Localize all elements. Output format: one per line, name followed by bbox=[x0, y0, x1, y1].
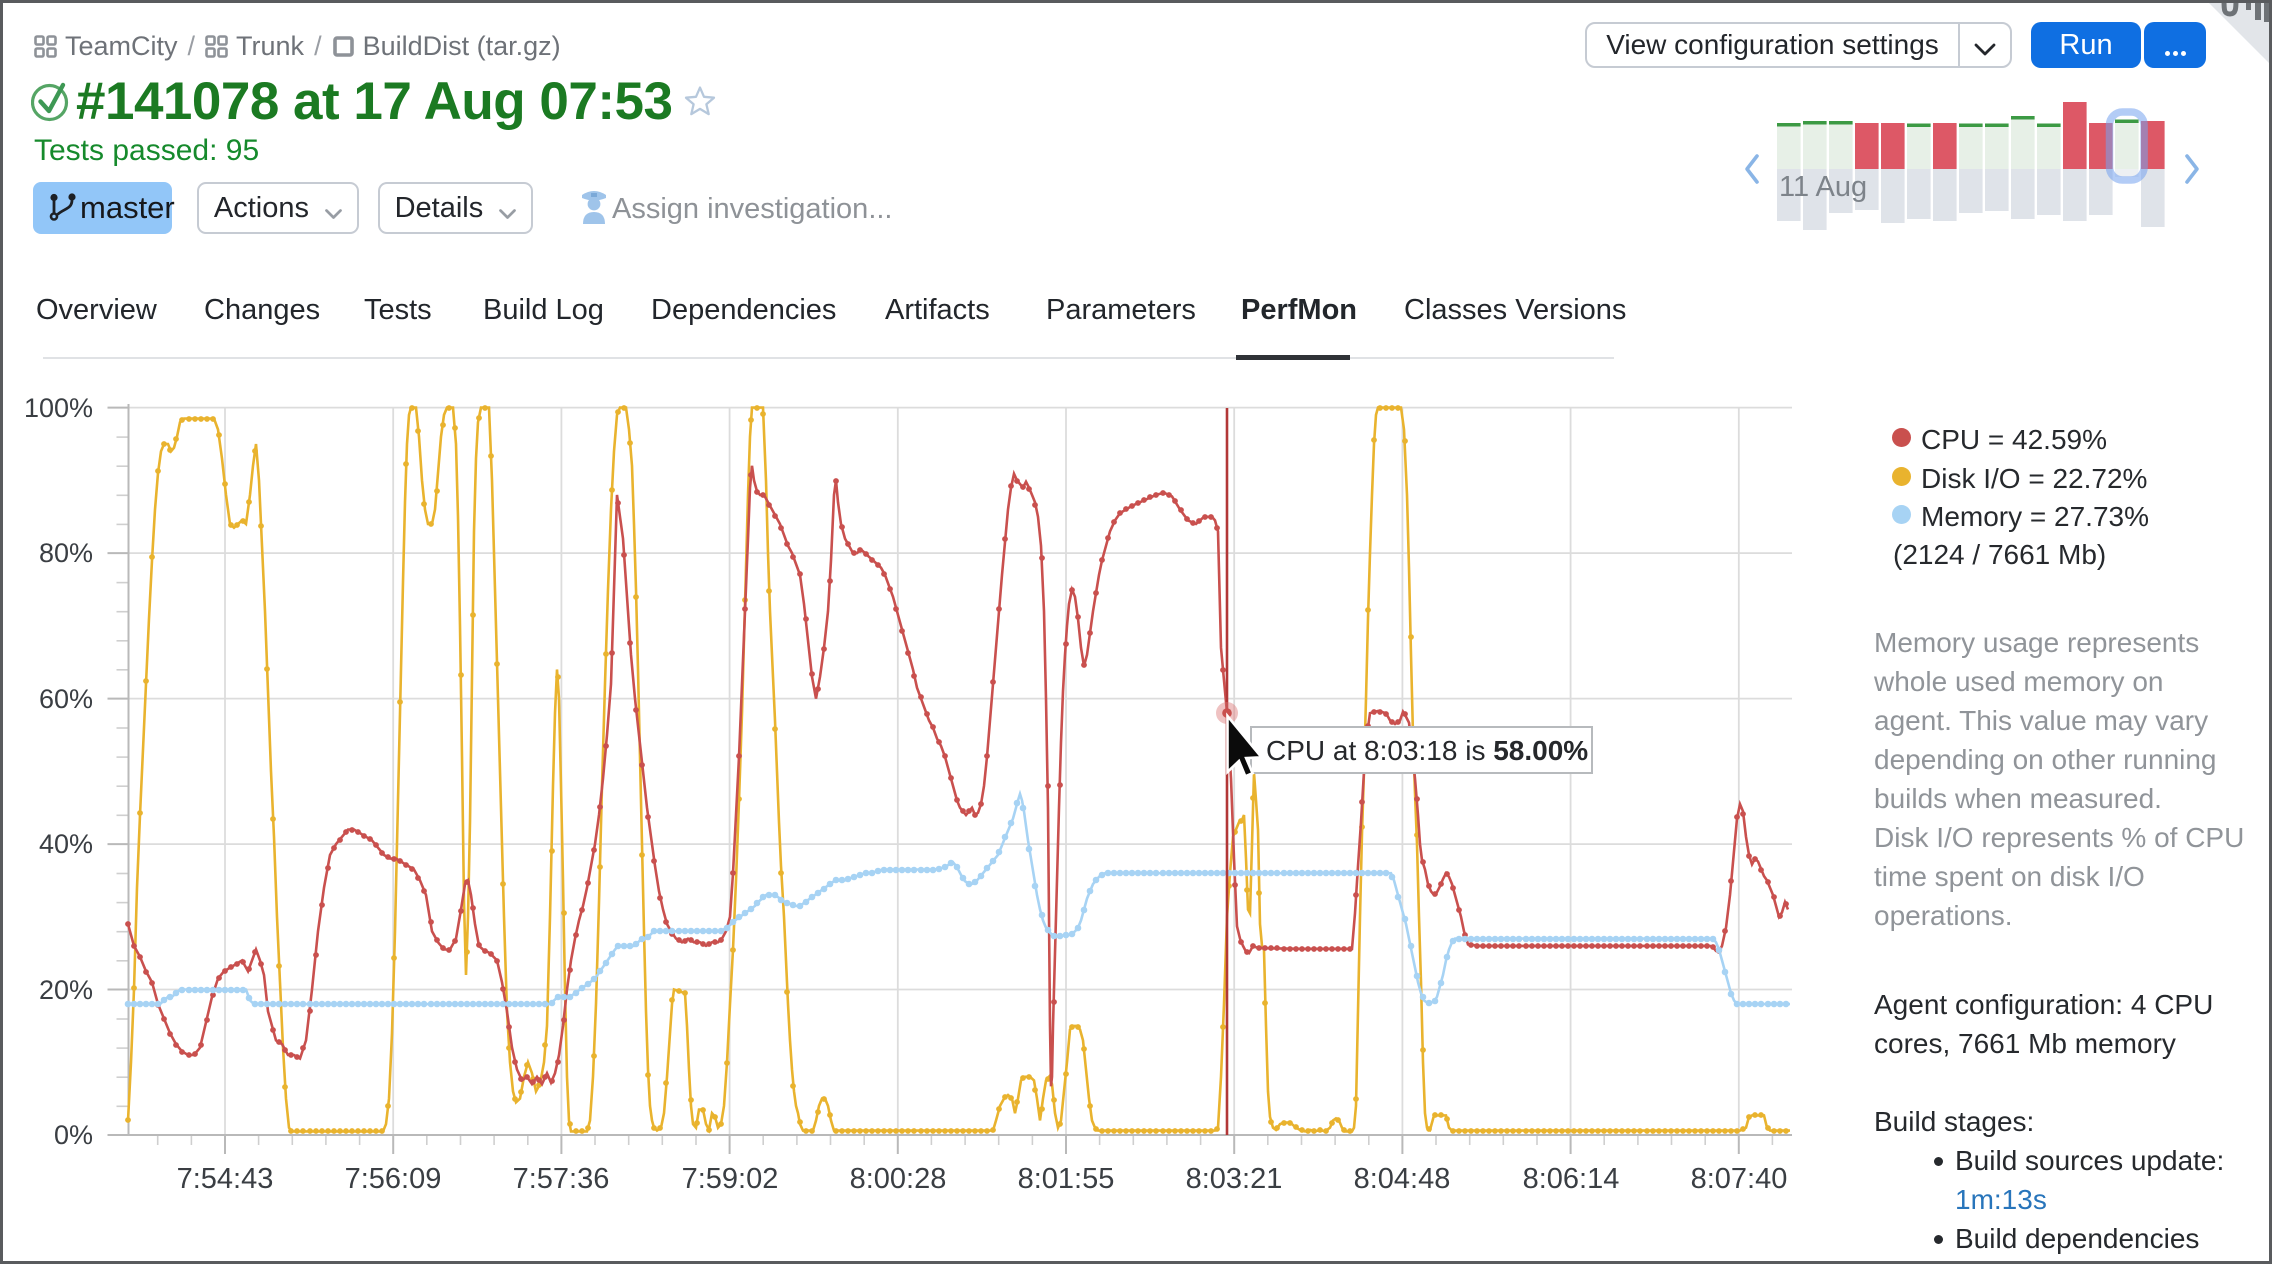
svg-text:CPU at 8:03:18 is 58.00%: CPU at 8:03:18 is 58.00% bbox=[1266, 735, 1588, 766]
svg-text:11 Aug: 11 Aug bbox=[1779, 171, 1867, 203]
svg-text:100%: 100% bbox=[24, 393, 93, 423]
svg-text:7:56:09: 7:56:09 bbox=[345, 1163, 442, 1195]
svg-text:7:57:36: 7:57:36 bbox=[513, 1163, 610, 1195]
svg-text:8:03:21: 8:03:21 bbox=[1186, 1163, 1283, 1195]
svg-text:0%: 0% bbox=[54, 1120, 93, 1150]
svg-text:8:07:40: 8:07:40 bbox=[1691, 1163, 1788, 1195]
svg-text:8:01:55: 8:01:55 bbox=[1018, 1163, 1115, 1195]
svg-text:7:54:43: 7:54:43 bbox=[177, 1163, 274, 1195]
svg-text:8:06:14: 8:06:14 bbox=[1523, 1163, 1620, 1195]
svg-text:60%: 60% bbox=[39, 684, 93, 714]
svg-text:80%: 80% bbox=[39, 538, 93, 568]
svg-text:8:04:48: 8:04:48 bbox=[1354, 1163, 1451, 1195]
svg-text:40%: 40% bbox=[39, 829, 93, 859]
svg-text:20%: 20% bbox=[39, 975, 93, 1005]
svg-text:8:00:28: 8:00:28 bbox=[850, 1163, 947, 1195]
svg-text:7:59:02: 7:59:02 bbox=[682, 1163, 779, 1195]
